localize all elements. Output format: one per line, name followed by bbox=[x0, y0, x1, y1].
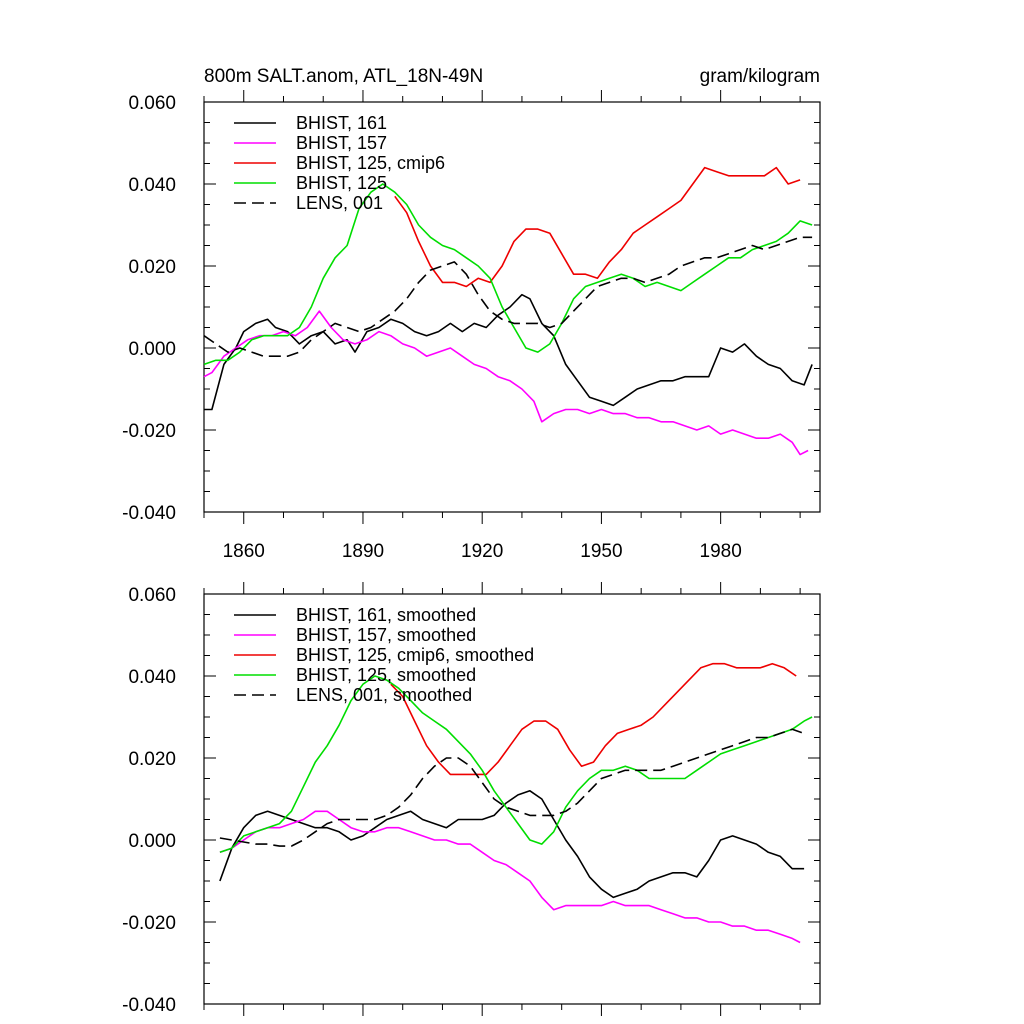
series-line bbox=[394, 166, 801, 288]
legend-label: BHIST, 125, cmip6, smoothed bbox=[296, 645, 534, 665]
legend-label: BHIST, 161 bbox=[296, 113, 387, 133]
y-tick-label: -0.040 bbox=[122, 995, 176, 1016]
x-tick-label: 1950 bbox=[580, 541, 622, 562]
series-line bbox=[204, 293, 813, 411]
chart-title: 800m SALT.anom, ATL_18N-49N bbox=[204, 66, 483, 87]
top-panel: 1860 1890 1920 1950 1980 -0.040 -0.020 0.000 0.0… bbox=[122, 90, 821, 562]
legend-label: BHIST, 161, smoothed bbox=[296, 605, 476, 625]
y-tick-label: -0.040 bbox=[122, 503, 176, 524]
bottom-panel: -0.040 -0.020 0.000 0.020 0.040 0.060 BHIST, 1… bbox=[122, 582, 821, 1016]
x-tick-label: 1860 bbox=[223, 541, 265, 562]
series-line bbox=[219, 789, 805, 899]
series-line bbox=[203, 236, 813, 358]
legend-label: BHIST, 157, smoothed bbox=[296, 625, 476, 645]
y-tick-label: 0.040 bbox=[128, 175, 176, 196]
y-tick-label: 0.020 bbox=[128, 749, 176, 770]
legend-label: BHIST, 125 bbox=[296, 173, 387, 193]
legend-label: BHIST, 157 bbox=[296, 133, 387, 153]
y-tick-label: 0.000 bbox=[128, 831, 176, 852]
units-label: gram/kilogram bbox=[700, 66, 820, 87]
x-tick-label: 1920 bbox=[461, 541, 503, 562]
x-tick-label: 1980 bbox=[700, 541, 742, 562]
legend-label: LENS, 001 bbox=[296, 193, 383, 213]
legend-label: BHIST, 125, cmip6 bbox=[296, 153, 445, 173]
series-line bbox=[219, 810, 801, 944]
y-tick-label: 0.040 bbox=[128, 667, 176, 688]
series-line bbox=[390, 662, 797, 776]
series-line bbox=[203, 310, 809, 456]
series-line bbox=[219, 728, 805, 847]
y-tick-label: 0.020 bbox=[128, 257, 176, 278]
series-line bbox=[203, 183, 813, 366]
series-line bbox=[219, 675, 813, 854]
y-tick-label: 0.060 bbox=[128, 585, 176, 606]
y-tick-label: 0.000 bbox=[128, 339, 176, 360]
y-tick-label: -0.020 bbox=[122, 913, 176, 934]
legend-label: LENS, 001, smoothed bbox=[296, 685, 472, 705]
y-tick-label: 0.060 bbox=[128, 93, 176, 114]
legend-label: BHIST, 125, smoothed bbox=[296, 665, 476, 685]
x-tick-label: 1890 bbox=[342, 541, 384, 562]
y-tick-label: -0.020 bbox=[122, 421, 176, 442]
